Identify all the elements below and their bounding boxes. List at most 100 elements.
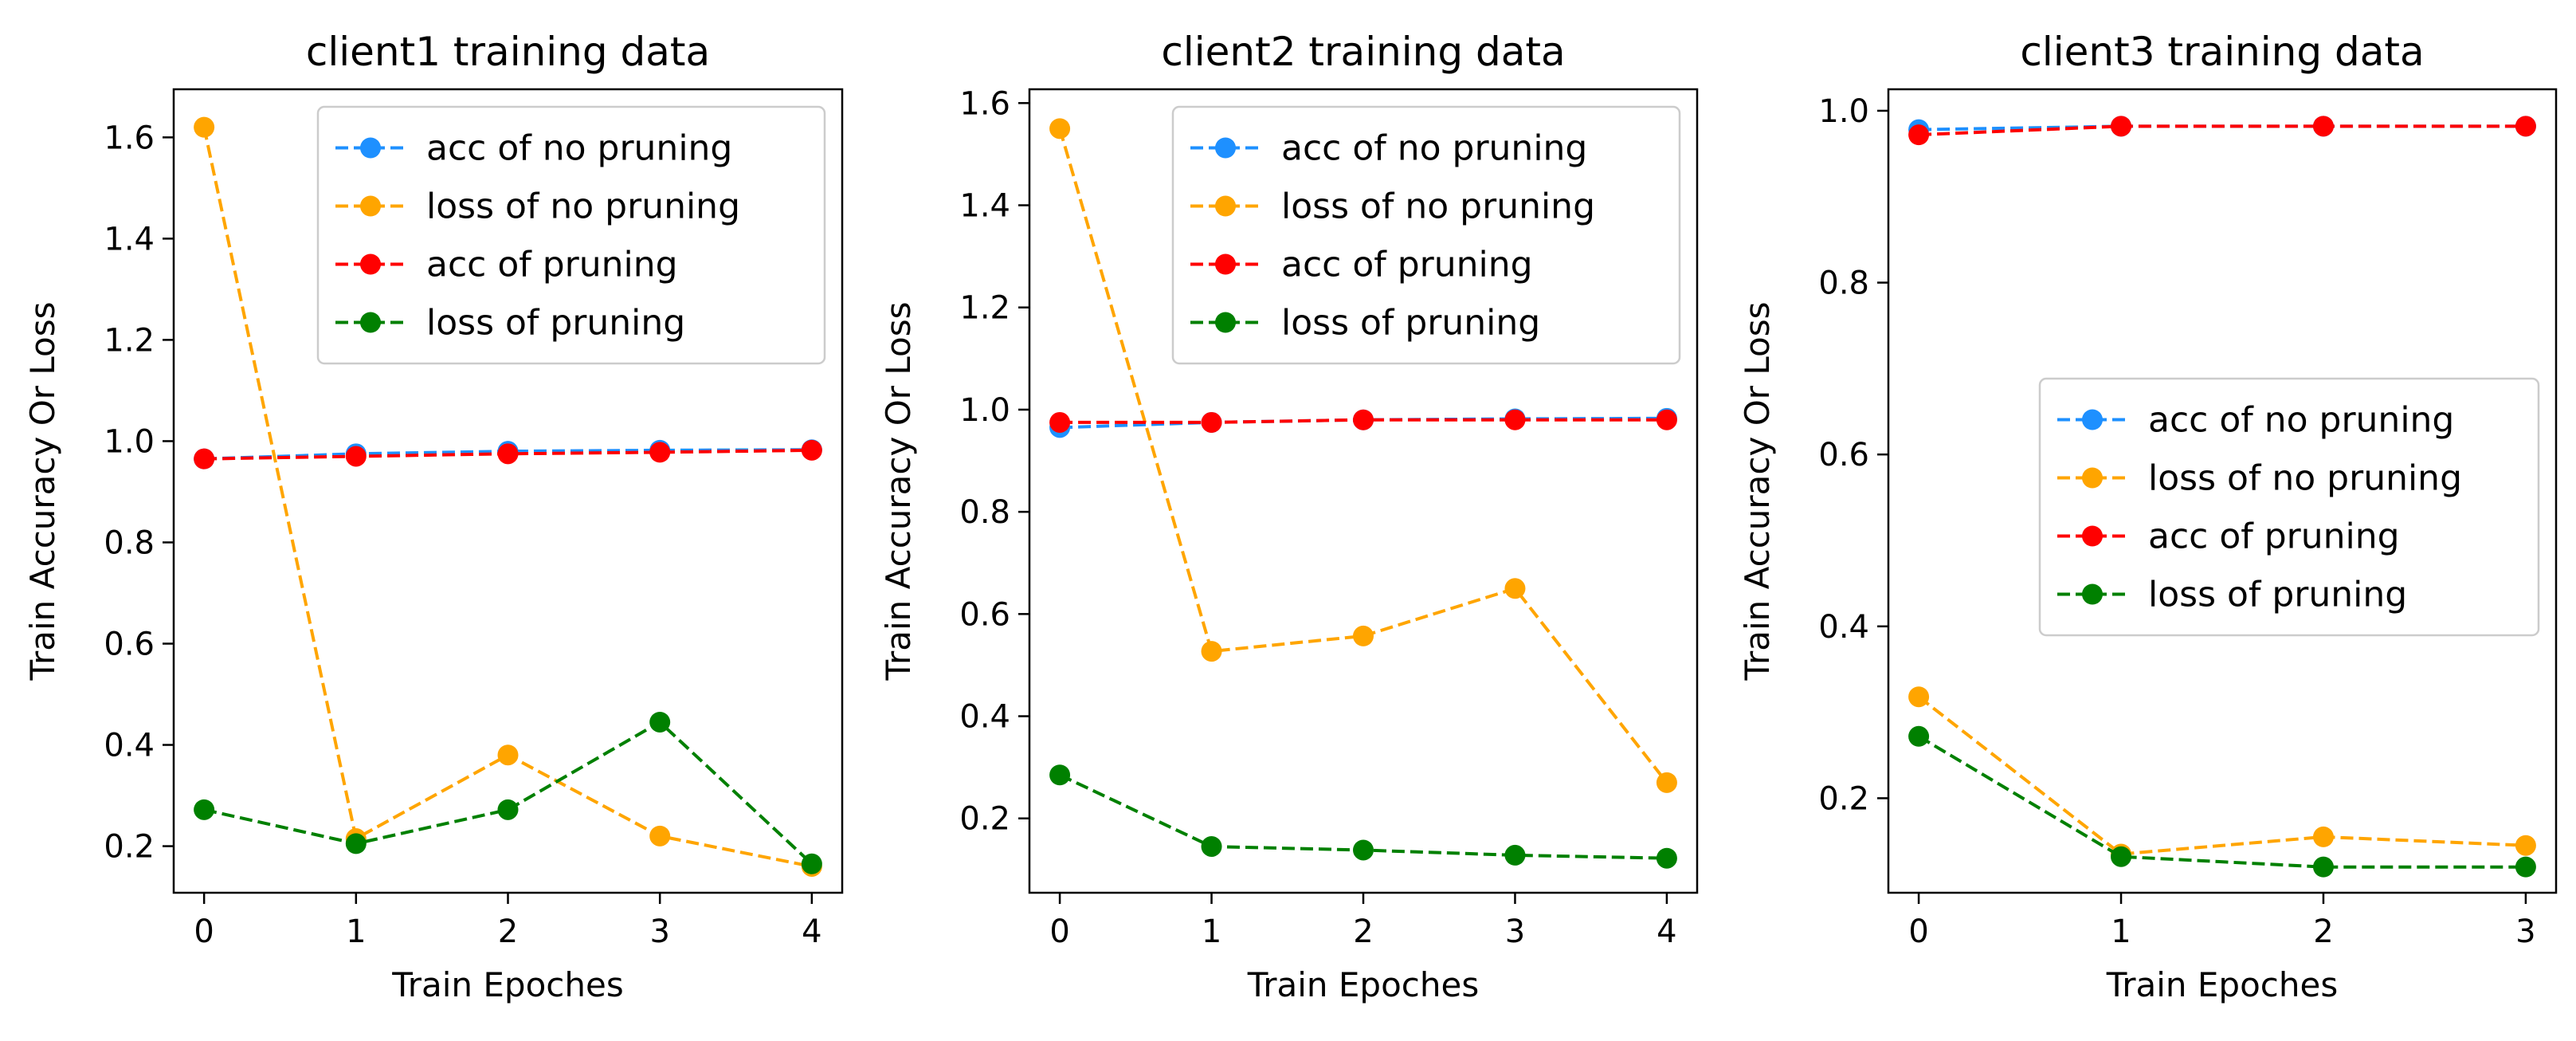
y-axis-label: Train Accuracy Or Loss: [23, 301, 62, 681]
legend-label: acc of no pruning: [426, 128, 732, 169]
y-tick-label: 0.4: [1818, 609, 1869, 646]
y-tick-label: 0.4: [959, 699, 1010, 736]
y-tick-label: 0.6: [959, 596, 1010, 633]
y-tick-label: 1.0: [959, 392, 1010, 429]
legend-label: loss of no pruning: [1281, 187, 1595, 227]
legend-marker: [360, 195, 381, 217]
data-point: [194, 799, 215, 820]
x-tick-label: 1: [2111, 913, 2131, 950]
series-loss-of-no-pruning: [1049, 118, 1677, 793]
series-line: [1918, 735, 2526, 869]
data-point: [1504, 844, 1526, 866]
y-tick-label: 1.0: [1818, 93, 1869, 130]
legend-marker: [1215, 253, 1236, 275]
data-point: [345, 833, 367, 854]
series-line: [1917, 695, 2526, 856]
data-point: [649, 825, 671, 847]
y-tick-label: 1.6: [104, 120, 155, 156]
legend-label: acc of pruning: [426, 245, 678, 285]
y-tick-label: 1.0: [104, 423, 155, 460]
legend-item: acc of pruning: [335, 245, 678, 285]
x-tick-label: 0: [1049, 913, 1069, 950]
legend: acc of no pruning loss of no pruning acc o…: [316, 105, 826, 365]
legend-label: acc of no pruning: [2148, 400, 2454, 441]
data-point: [2312, 856, 2334, 878]
legend-marker: [1215, 195, 1236, 217]
data-point: [194, 448, 215, 469]
legend-item: loss of no pruning: [2057, 458, 2462, 499]
legend-marker: [2082, 525, 2103, 547]
y-tick-label: 0.4: [104, 728, 155, 764]
legend-frame: [2038, 377, 2540, 637]
x-tick-label: 4: [802, 913, 821, 950]
x-tick-label: 3: [649, 913, 669, 950]
legend-frame: [316, 105, 826, 365]
legend-label: acc of no pruning: [1281, 128, 1587, 169]
x-tick-label: 1: [346, 913, 366, 950]
x-tick-label: 3: [2515, 913, 2535, 950]
legend-item: acc of no pruning: [1190, 128, 1587, 169]
legend-marker: [2082, 583, 2103, 605]
y-tick-label: 0.6: [1818, 437, 1869, 473]
legend-marker: [1215, 137, 1236, 159]
y-tick-label: 1.6: [959, 85, 1010, 122]
series-acc-of-pruning: [1908, 116, 2536, 146]
legend-marker: [360, 137, 381, 159]
legend: acc of no pruning loss of no pruning acc o…: [2038, 377, 2540, 637]
data-point: [1353, 625, 1374, 646]
data-point: [2111, 846, 2132, 867]
legend-label: acc of pruning: [1281, 245, 1533, 285]
legend-marker: [1215, 312, 1236, 333]
chart-title: client2 training data: [1161, 29, 1565, 75]
y-tick-label: 0.8: [1818, 265, 1869, 302]
series-acc-of-pruning: [1049, 409, 1677, 433]
y-tick-label: 1.4: [959, 188, 1010, 225]
data-point: [2515, 856, 2536, 878]
data-point: [2515, 835, 2536, 856]
x-axis-label: Train Epoches: [2106, 965, 2338, 1004]
legend-item: acc of no pruning: [335, 128, 732, 169]
x-tick-label: 1: [1202, 913, 1221, 950]
series-loss-of-pruning: [1049, 764, 1677, 869]
x-axis-label: Train Epoches: [391, 965, 623, 1004]
data-point: [1908, 124, 1930, 146]
series-loss-of-pruning: [194, 711, 822, 874]
y-tick-label: 0.6: [104, 627, 155, 663]
legend-item: acc of pruning: [2057, 517, 2400, 557]
data-point: [2515, 116, 2536, 137]
series-loss-of-pruning: [1908, 725, 2536, 878]
data-point: [194, 116, 215, 138]
data-point: [1049, 764, 1071, 786]
data-point: [1656, 409, 1677, 430]
legend-label: acc of pruning: [2148, 517, 2400, 557]
charts-layer: client1 training data 0 1 2 3 4 0.2 0.4 0.6 0.8 1.…: [23, 29, 2558, 1004]
legend-item: loss of no pruning: [1190, 187, 1595, 227]
legend-label: loss of no pruning: [426, 187, 740, 227]
legend-item: loss of pruning: [335, 303, 685, 344]
y-axis-label: Train Accuracy Or Loss: [1738, 301, 1777, 681]
y-tick-label: 0.2: [104, 829, 155, 866]
legend-item: acc of pruning: [1190, 245, 1533, 285]
legend-item: loss of no pruning: [335, 187, 740, 227]
data-point: [497, 744, 519, 766]
legend: acc of no pruning loss of no pruning acc o…: [1171, 105, 1681, 365]
legend-label: loss of pruning: [426, 303, 685, 344]
legend-label: loss of no pruning: [2148, 458, 2462, 499]
chart-3: client3 training data 0 1 2 3 0.2 0.4 0.6 0.8 1.0…: [1738, 29, 2558, 1004]
x-axis-label: Train Epoches: [1247, 965, 1479, 1004]
chart-1: client1 training data 0 1 2 3 4 0.2 0.4 0.6 0.8 1.…: [23, 29, 844, 1004]
x-tick-label: 3: [1505, 913, 1525, 950]
x-tick-label: 0: [194, 913, 214, 950]
data-point: [1353, 839, 1374, 861]
y-tick-label: 1.2: [104, 322, 155, 359]
data-point: [801, 853, 822, 874]
legend-marker: [360, 253, 381, 275]
legend-label: loss of pruning: [1281, 303, 1540, 344]
series-line: [1919, 124, 2526, 137]
x-tick-label: 4: [1657, 913, 1676, 950]
x-tick-label: 2: [498, 913, 518, 950]
data-point: [1504, 409, 1526, 430]
data-point: [2312, 116, 2334, 137]
legend-marker: [2082, 409, 2103, 430]
